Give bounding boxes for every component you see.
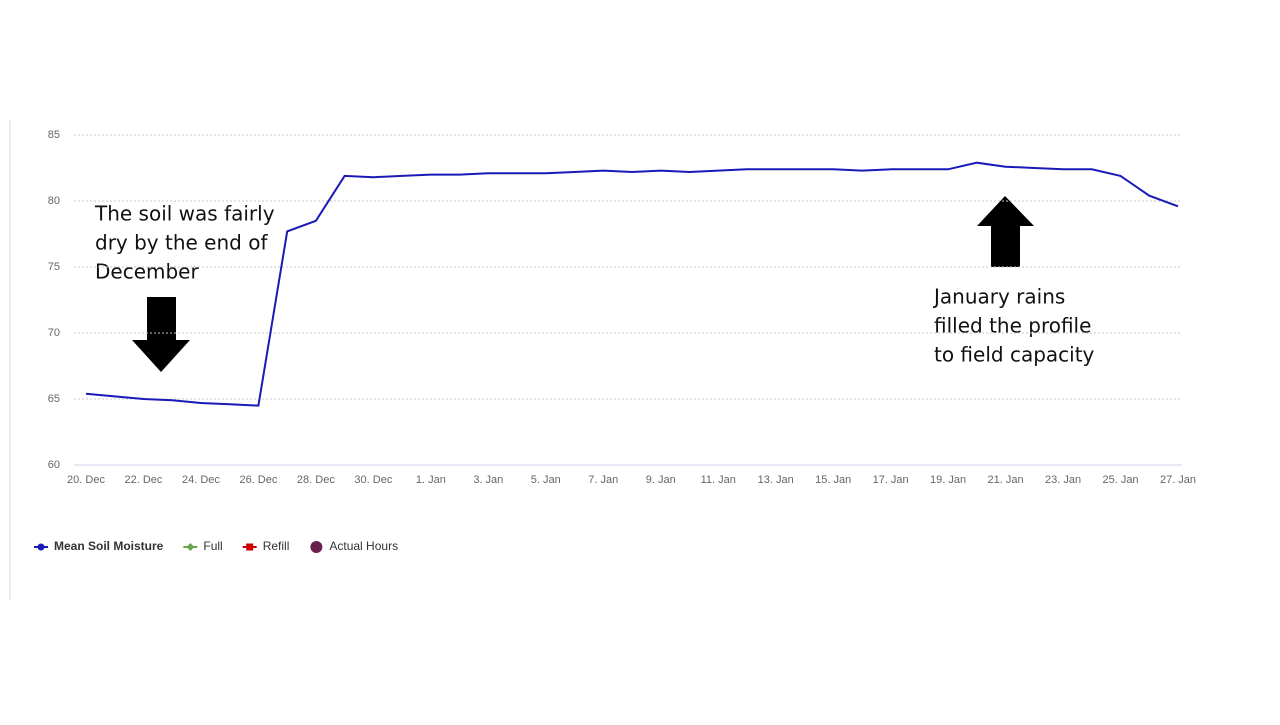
x-tick-label: 21. Jan	[988, 474, 1024, 486]
y-tick-label: 85	[48, 129, 60, 141]
x-tick-label: 3. Jan	[473, 474, 503, 486]
x-tick-label: 26. Dec	[239, 474, 277, 486]
legend-label: Refill	[263, 539, 290, 553]
series-line	[85, 161, 1179, 407]
arrow-down	[132, 297, 190, 372]
annotation-text: January rains	[932, 285, 1065, 309]
x-tick-label: 1. Jan	[416, 474, 446, 486]
x-tick-label: 24. Dec	[182, 474, 220, 486]
legend-label: Full	[203, 539, 222, 553]
y-tick-label: 70	[48, 327, 60, 339]
legend-item: Refill	[242, 539, 290, 553]
x-tick-label: 13. Jan	[758, 474, 794, 486]
annotation-text: filled the profile	[934, 314, 1091, 338]
annotation-text: dry by the end of	[95, 231, 268, 255]
x-tick-label: 9. Jan	[646, 474, 676, 486]
legend-item: Actual Hours	[310, 539, 398, 553]
legend-label: Mean Soil Moisture	[54, 539, 164, 553]
x-tick-label: 7. Jan	[588, 474, 618, 486]
x-tick-label: 27. Jan	[1160, 474, 1196, 486]
x-tick-label: 17. Jan	[873, 474, 909, 486]
legend-marker	[186, 543, 195, 551]
legend-item: Full	[183, 539, 223, 553]
annotation-text: to field capacity	[934, 343, 1095, 367]
legend-marker	[310, 541, 323, 553]
annotation-text: December	[95, 260, 199, 284]
annotation-1: The soil was fairly dry by the end of De…	[94, 202, 275, 372]
legend-marker	[246, 543, 254, 551]
x-tick-label: 19. Jan	[930, 474, 966, 486]
y-tick-label: 75	[48, 261, 60, 273]
legend-marker	[37, 543, 45, 551]
legend-item: Mean Soil Moisture	[34, 539, 164, 553]
x-tick-label: 28. Dec	[297, 474, 335, 486]
arrow-up	[977, 196, 1034, 267]
annotation-text: The soil was fairly	[94, 202, 275, 226]
annotation-2: January rains filled the profile to fiel…	[932, 196, 1095, 367]
x-tick-label: 11. Jan	[701, 474, 736, 486]
y-tick-label: 60	[48, 459, 60, 471]
x-tick-label: 5. Jan	[531, 474, 561, 486]
y-tick-label: 65	[48, 393, 60, 405]
legend-label: Actual Hours	[329, 539, 398, 553]
x-tick-label: 23. Jan	[1045, 474, 1081, 486]
x-tick-label: 25. Jan	[1102, 474, 1138, 486]
x-tick-label: 20. Dec	[67, 474, 105, 486]
x-tick-label: 22. Dec	[125, 474, 163, 486]
x-tick-label: 15. Jan	[815, 474, 851, 486]
x-tick-label: 30. Dec	[354, 474, 392, 486]
y-tick-label: 80	[48, 195, 60, 207]
